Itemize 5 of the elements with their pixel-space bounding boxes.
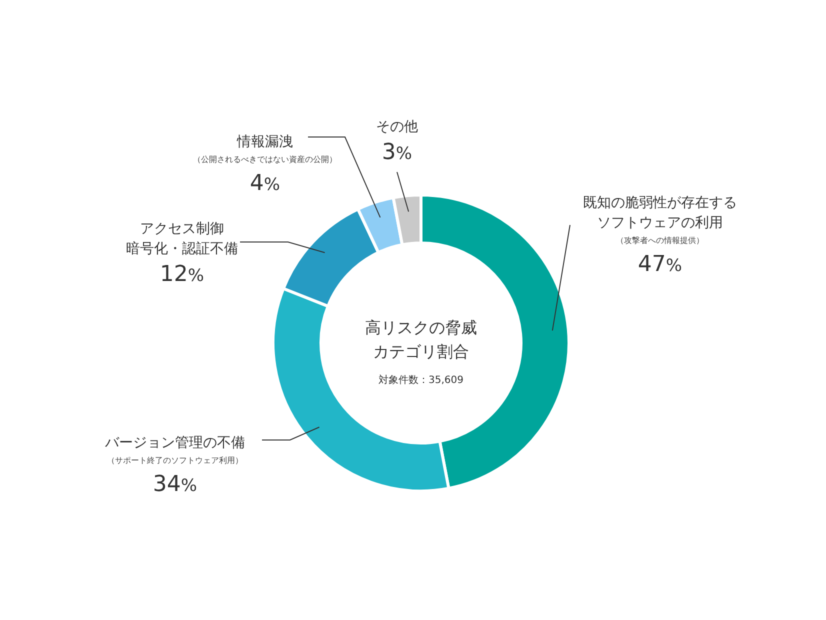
annotation: （攻撃者への情報提供）: [616, 236, 704, 245]
subtitle: 対象件数：35,609: [378, 375, 464, 386]
annotation: （サポート終了のソフトウェア利用）: [107, 456, 243, 465]
annotation: （公開されるべきではない資産の公開）: [193, 155, 337, 164]
title: 高リスクの脅威カテゴリ割合: [365, 318, 477, 361]
